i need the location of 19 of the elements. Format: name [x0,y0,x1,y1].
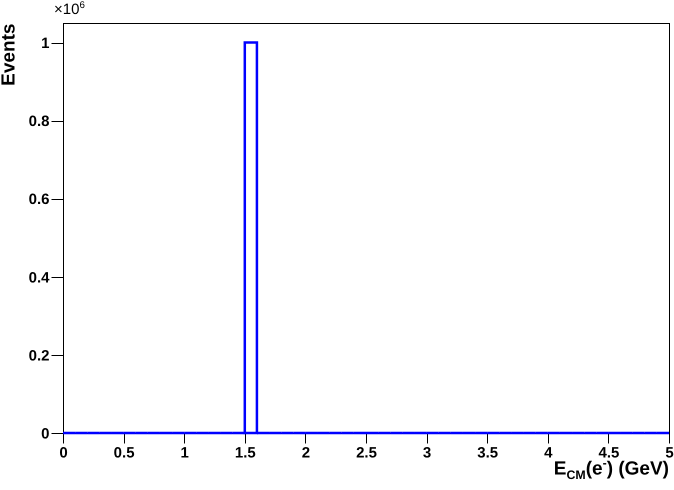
x-tick-label: 1.5 [234,444,256,462]
x-tick-label: 0 [59,444,68,462]
x-tick-label: 2.5 [356,444,377,462]
y-tick-label: 0.6 [28,191,50,208]
x-tick-label: 2 [302,444,310,462]
y-axis-title: Events [0,24,20,86]
y-tick-label: 0 [41,426,50,442]
text: ×10$^{6}$ [54,0,85,18]
x-tick-label: 0.5 [114,444,135,462]
x-tick-label: 3 [422,444,432,462]
x-tick-label: 1 [180,444,189,462]
y-tick-label: 0.8 [28,113,50,130]
x-tick-label: 4 [544,444,554,462]
x-tick-label: 3.5 [477,444,498,462]
x-tick-label: 5 [665,444,674,462]
y-tick-label: 0.2 [28,347,50,364]
x-tick-label: 4.5 [598,444,620,462]
y-tick-label: 1 [41,35,50,52]
y-tick-label: 0.4 [28,269,50,286]
